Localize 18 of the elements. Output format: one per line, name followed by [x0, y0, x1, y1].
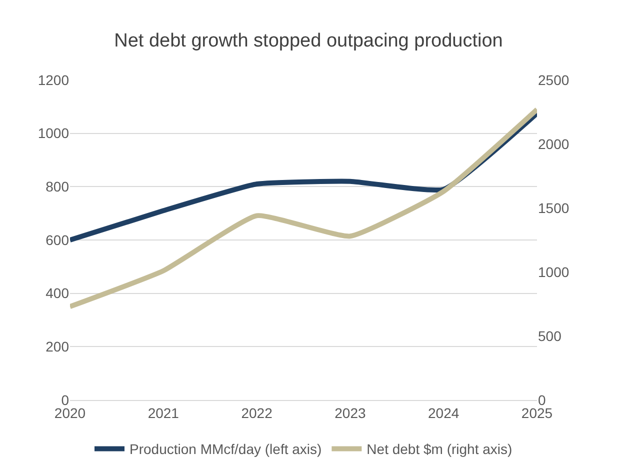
y2-tick-label: 1000 [538, 264, 570, 280]
y2-tick-label: 1500 [538, 200, 570, 216]
y2-tick-label: 2000 [538, 136, 570, 152]
chart-title: Net debt growth stopped outpacing production [114, 30, 503, 52]
y-tick-label: 1000 [38, 125, 70, 142]
legend-label: Net debt $m (right axis) [366, 441, 512, 458]
y-tick-label: 200 [46, 338, 70, 355]
y2-tick-label: 500 [538, 328, 562, 344]
x-tick-label: 2023 [334, 404, 366, 421]
y-tick-label: 400 [46, 285, 70, 302]
x-tick-label: 2024 [428, 404, 460, 421]
y2-tick-label: 2500 [538, 72, 570, 88]
y-tick-label: 1200 [38, 72, 70, 88]
x-tick-label: 2021 [148, 404, 180, 421]
x-tick-label: 2022 [241, 404, 273, 421]
legend-label: Production MMcf/day (left axis) [130, 441, 322, 458]
y-tick-label: 600 [46, 232, 70, 248]
y-tick-label: 800 [46, 178, 70, 195]
